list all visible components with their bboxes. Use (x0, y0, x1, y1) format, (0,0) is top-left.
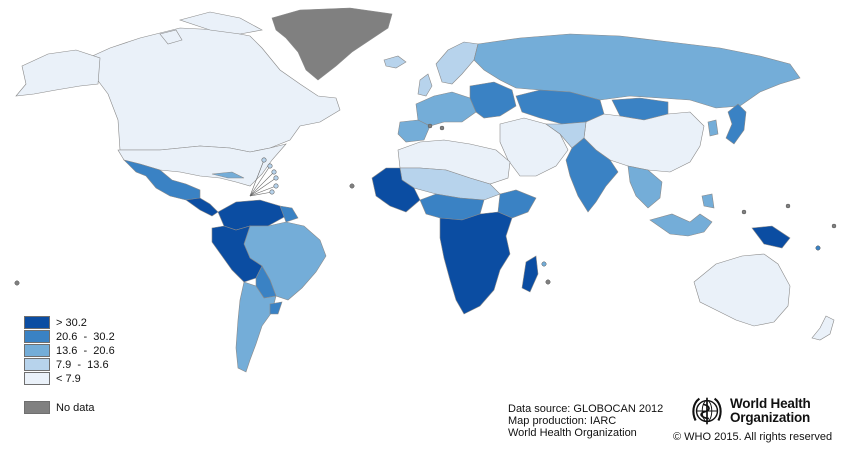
region-arctic-islands (159, 11, 263, 45)
legend-item: 7.9 - 13.6 (24, 358, 115, 371)
who-logo: World Health Organization (688, 392, 811, 430)
region-west-africa (371, 167, 421, 213)
map-legend: > 30.2 20.6 - 30.2 13.6 - 20.6 7.9 - 13.… (24, 316, 115, 386)
legend-label: < 7.9 (56, 372, 81, 385)
copyright-notice: © WHO 2015. All rights reserved (673, 431, 833, 443)
region-greenland (271, 7, 393, 81)
no-data-label: No data (56, 401, 95, 414)
region-russia (473, 33, 801, 109)
source-line-organization: World Health Organization (508, 427, 637, 439)
who-emblem-icon (692, 397, 722, 425)
legend-item: 20.6 - 30.2 (24, 330, 115, 343)
legend-item: 13.6 - 20.6 (24, 344, 115, 357)
legend-swatch (24, 372, 50, 385)
island-markers (14, 123, 837, 286)
region-iceland (383, 55, 407, 69)
legend-item: > 30.2 (24, 316, 115, 329)
who-name: World Health Organization (730, 397, 811, 425)
who-name-line-1: World Health (730, 396, 811, 411)
legend-swatch (24, 358, 50, 371)
region-australia (693, 253, 791, 327)
region-new-zealand (811, 315, 835, 341)
region-png (751, 225, 791, 249)
legend-no-data: No data (24, 401, 95, 414)
region-central-america (185, 197, 219, 217)
source-line-production: Map production: IARC (508, 415, 617, 427)
region-madagascar (521, 255, 539, 293)
legend-label: 7.9 - 13.6 (56, 358, 109, 371)
region-guianas (279, 205, 299, 223)
region-horn-of-africa (497, 189, 537, 219)
region-alaska (15, 49, 101, 97)
legend-swatch (24, 344, 50, 357)
region-east-southern-africa (439, 211, 513, 315)
data-source-block: Data source: GLOBOCAN 2012 Map productio… (508, 403, 663, 439)
region-middle-east (499, 117, 569, 177)
region-cuba (211, 171, 245, 179)
source-line-data: Data source: GLOBOCAN 2012 (508, 403, 664, 415)
region-uk (417, 73, 433, 97)
region-eastern-europe (469, 81, 517, 119)
region-argentina-chile (235, 281, 277, 373)
caribbean-callouts (249, 157, 279, 197)
region-korea (707, 119, 719, 137)
legend-swatch (24, 330, 50, 343)
region-western-europe (415, 91, 477, 127)
no-data-swatch (24, 401, 50, 414)
region-indonesia (649, 193, 715, 237)
region-japan (725, 103, 747, 145)
legend-item: < 7.9 (24, 372, 115, 385)
region-uruguay (269, 301, 283, 315)
legend-swatch (24, 316, 50, 329)
region-scandinavia (435, 41, 479, 85)
who-name-line-2: Organization (730, 410, 811, 425)
region-india (565, 137, 619, 213)
region-iberia (397, 119, 431, 143)
legend-label: 20.6 - 30.2 (56, 330, 115, 343)
region-southeast-asia (627, 165, 663, 209)
legend-label: 13.6 - 20.6 (56, 344, 115, 357)
legend-label: > 30.2 (56, 316, 87, 329)
